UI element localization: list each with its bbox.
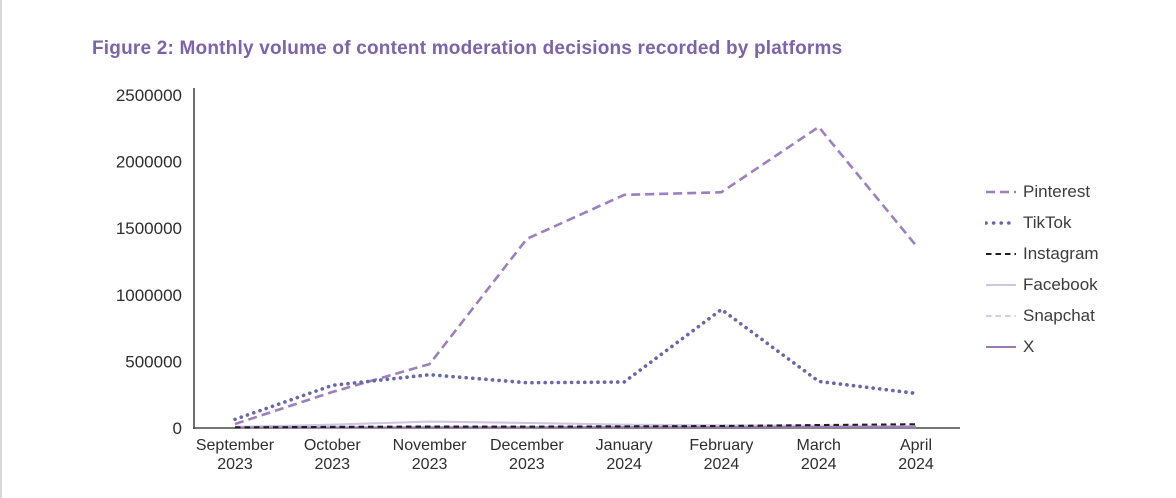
- legend-label-tiktok: TikTok: [1023, 212, 1072, 232]
- legend-swatch-pinterest-line-icon: [986, 190, 1016, 193]
- legend-swatch-x-line-icon: [986, 345, 1016, 348]
- x-tick-label: February 2024: [689, 437, 753, 473]
- x-tick-label: December 2023: [490, 437, 564, 473]
- legend-swatch-facebook-line-icon: [986, 283, 1016, 286]
- x-tick-label: November 2023: [393, 437, 467, 473]
- series-line-facebook: [234, 420, 917, 428]
- legend-swatch-snapchat-line-icon: [986, 314, 1016, 317]
- legend-swatch-tiktok-line-icon: [985, 220, 1018, 225]
- x-tick-label: April 2024: [898, 437, 934, 473]
- series-line-tiktok: [233, 307, 918, 422]
- series-line-pinterest: [234, 125, 918, 426]
- legend-swatch-instagram-line-icon: [986, 252, 1016, 255]
- legend-label-x: X: [1023, 336, 1035, 356]
- y-tick-label: 2500000: [116, 86, 182, 105]
- legend-item-facebook: Facebook: [985, 269, 1099, 300]
- x-tick-label: September 2023: [196, 437, 275, 473]
- figure-title: Figure 2: Monthly volume of content mode…: [92, 38, 843, 59]
- y-tick-label: 1000000: [116, 286, 182, 305]
- legend-label-pinterest: Pinterest: [1023, 181, 1091, 201]
- legend-label-instagram: Instagram: [1023, 243, 1099, 263]
- legend-item-x: X: [985, 331, 1099, 362]
- y-tick-label: 1500000: [116, 219, 182, 238]
- chart-legend: Pinterest TikTok Instagram Facebook Snapchat…: [985, 176, 1099, 362]
- x-tick-label: January 2024: [596, 437, 653, 473]
- legend-label-facebook: Facebook: [1023, 274, 1098, 294]
- y-tick-label: 2000000: [116, 153, 182, 172]
- legend-item-tiktok: TikTok: [985, 207, 1099, 238]
- y-tick-label: 500000: [125, 352, 182, 371]
- x-tick-label: October 2023: [304, 437, 362, 473]
- legend-item-instagram: Instagram: [985, 238, 1099, 269]
- legend-item-pinterest: Pinterest: [985, 176, 1099, 207]
- legend-label-snapchat: Snapchat: [1023, 305, 1095, 325]
- x-tick-label: March 2024: [796, 437, 840, 473]
- legend-item-snapchat: Snapchat: [985, 300, 1099, 331]
- y-tick-label: 0: [173, 419, 182, 438]
